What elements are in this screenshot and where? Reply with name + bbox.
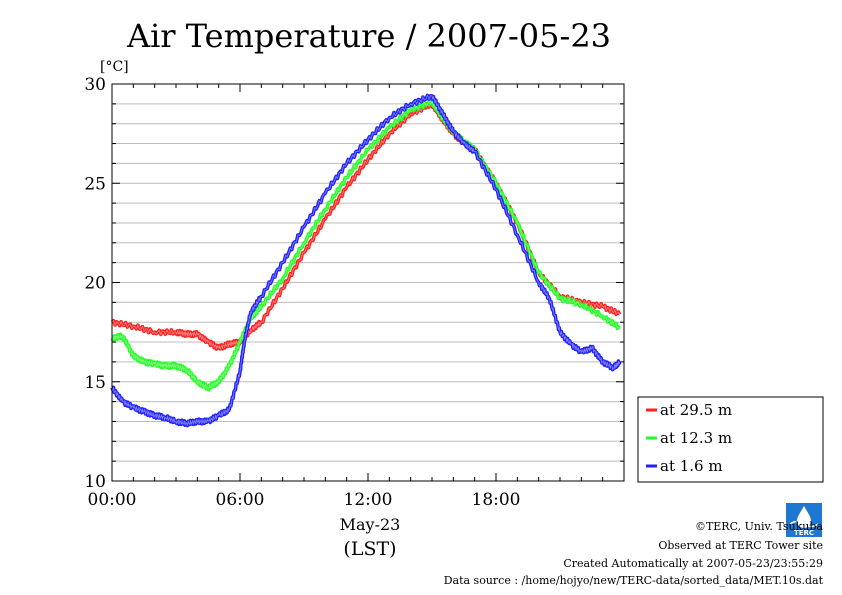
plot-frame: [111, 83, 625, 482]
terc-logo-icon: TERC: [786, 503, 822, 537]
legend-box: [637, 396, 824, 483]
x-tick-labels: 00:00 06:00 12:00 18:00: [88, 490, 521, 510]
series-line-1: [110, 98, 621, 392]
legend-label-0: at 29.5 m: [660, 401, 732, 419]
logo-text: TERC: [794, 529, 814, 537]
credit-source: Data source : /home/hojyo/new/TERC-data/…: [444, 574, 824, 587]
y-tick-label: 30: [84, 75, 106, 95]
chart-title: Air Temperature / 2007-05-23: [126, 17, 611, 55]
legend: at 29.5 m at 12.3 m at 1.6 m: [637, 396, 824, 483]
credit-copyright: ©TERC, Univ. Tsukuba: [695, 520, 823, 533]
credit-created: Created Automatically at 2007-05-23/23:5…: [563, 557, 823, 570]
y-tick-label: 20: [84, 274, 106, 294]
series-lines: [110, 93, 622, 428]
x-tick-marks: [111, 83, 625, 482]
legend-label-2: at 1.6 m: [660, 457, 723, 475]
x-tick-label: 18:00: [472, 490, 521, 510]
legend-label-1: at 12.3 m: [660, 429, 732, 447]
y-tick-label: 15: [84, 373, 106, 393]
y-tick-label: 25: [84, 174, 106, 194]
x-axis-label-lst: (LST): [343, 538, 396, 560]
credit-observed: Observed at TERC Tower site: [658, 539, 823, 552]
x-tick-label: 06:00: [216, 490, 265, 510]
x-axis-label: May-23: [340, 515, 401, 534]
x-tick-label: 00:00: [88, 490, 137, 510]
y-tick-labels: 10 15 20 25 30: [84, 75, 106, 492]
series-line-highlight-1: [111, 99, 620, 392]
x-tick-label: 12:00: [344, 490, 393, 510]
y-axis-unit: [°C]: [100, 59, 129, 75]
series-line-highlight-2: [111, 94, 621, 426]
series-line-2: [110, 93, 622, 428]
y-tick-label: 10: [84, 472, 106, 492]
